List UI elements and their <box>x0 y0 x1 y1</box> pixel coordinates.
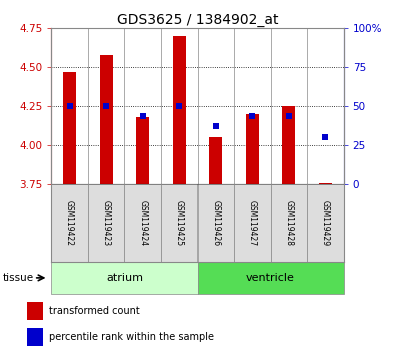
Text: tissue: tissue <box>3 273 34 283</box>
Bar <box>88 184 124 262</box>
Bar <box>234 184 271 262</box>
Bar <box>271 184 307 262</box>
Title: GDS3625 / 1384902_at: GDS3625 / 1384902_at <box>117 13 278 27</box>
Text: GSM119428: GSM119428 <box>284 200 293 246</box>
Text: GSM119422: GSM119422 <box>65 200 74 246</box>
Bar <box>319 183 332 184</box>
Bar <box>209 137 222 184</box>
Bar <box>27 302 43 320</box>
Bar <box>246 114 259 184</box>
Text: GSM119424: GSM119424 <box>138 200 147 246</box>
Bar <box>198 262 344 294</box>
Bar <box>27 328 43 346</box>
Bar <box>124 184 161 262</box>
Bar <box>307 184 344 262</box>
Bar <box>136 117 149 184</box>
Bar <box>100 55 113 184</box>
Bar <box>63 72 76 184</box>
Bar <box>173 36 186 184</box>
Text: ventricle: ventricle <box>246 273 295 283</box>
Bar <box>51 262 198 294</box>
Text: GSM119423: GSM119423 <box>102 200 111 246</box>
Text: GSM119427: GSM119427 <box>248 200 257 246</box>
Bar <box>51 184 88 262</box>
Text: atrium: atrium <box>106 273 143 283</box>
Text: transformed count: transformed count <box>49 306 139 316</box>
Bar <box>282 106 295 184</box>
Bar <box>161 184 198 262</box>
Text: GSM119425: GSM119425 <box>175 200 184 246</box>
Text: GSM119429: GSM119429 <box>321 200 330 246</box>
Bar <box>198 184 234 262</box>
Text: percentile rank within the sample: percentile rank within the sample <box>49 332 214 342</box>
Text: GSM119426: GSM119426 <box>211 200 220 246</box>
